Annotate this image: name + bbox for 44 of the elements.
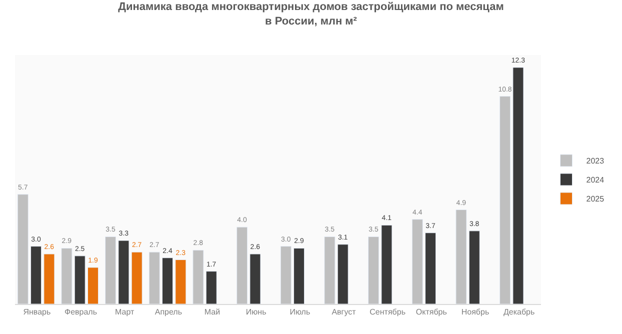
legend-label: 2024 [586,176,605,185]
bar [17,194,28,304]
x-tick-label: Июнь [246,308,266,317]
bar [324,236,336,304]
bar [206,271,217,304]
bar [294,248,305,304]
bar [162,258,174,304]
legend-label: 2023 [586,156,605,166]
bar [61,248,72,304]
bar [131,252,142,304]
bar [192,250,204,304]
bar [512,67,524,304]
x-tick-label: Январь [23,308,51,317]
bar [30,246,42,304]
bar [500,96,511,304]
x-tick-label: Ноябрь [461,308,490,317]
chart-title: Динамика ввода многоквартирных домов застройщиками по месяцам в России, млн м² [118,1,504,28]
x-tick-label: Август [332,308,356,317]
bar [88,267,99,304]
bar [250,254,261,304]
bar [425,232,436,304]
bar [148,252,160,304]
x-tick-label: Декабрь [503,308,535,317]
x-tick-label: Февраль [64,308,98,317]
x-tick-label: Апрель [154,308,182,317]
bar [337,244,348,304]
bar [412,219,423,304]
bar [280,246,292,304]
bar [456,210,467,304]
legend-label: 2025 [586,194,605,204]
x-tick-label: Июль [290,308,310,317]
bar [368,236,380,304]
x-tick-label: Сентябрь [370,308,406,317]
bar [175,260,186,304]
bar [236,226,248,304]
x-tick-label: Март [115,308,134,317]
bar [74,256,86,304]
x-tick-label: Октябрь [416,308,447,317]
bar [468,230,480,304]
bar [44,254,55,304]
bar [118,240,130,304]
bar [105,236,116,304]
bar [381,224,392,304]
x-tick-label: Май [204,308,220,317]
